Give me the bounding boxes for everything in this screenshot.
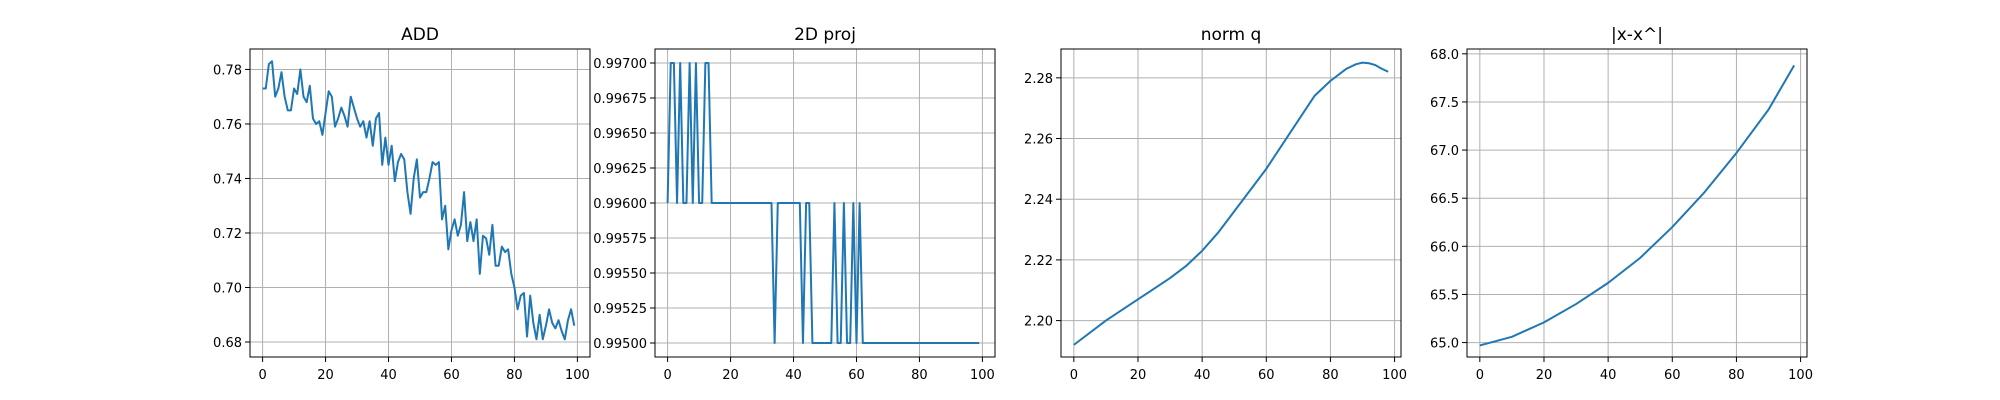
chart1-series-line-0 bbox=[262, 60, 576, 341]
chart1-ytick-label-5: 0.78 bbox=[213, 63, 242, 78]
chart3-xtick-label-5: 100 bbox=[1382, 368, 1407, 383]
chart3-ytick-label-2: 2.24 bbox=[1024, 193, 1053, 208]
chart1-ytick-label-4: 0.76 bbox=[213, 118, 242, 133]
chart2-ytick-label-7: 0.99675 bbox=[593, 92, 647, 107]
chart1-ytick-label-0: 0.68 bbox=[213, 336, 242, 351]
chart2-xtick-label-2: 40 bbox=[785, 368, 802, 383]
chart1-xtick-label-1: 20 bbox=[317, 368, 334, 383]
chart4: 0 20 40 60 80 100 65.0 65.5 66.0 66.5 67.0 67.5 68.0… bbox=[1430, 25, 1813, 383]
chart2-xtick-label-3: 60 bbox=[848, 368, 865, 383]
chart3-series-line-0 bbox=[1073, 61, 1389, 346]
chart2-ytick-label-3: 0.99575 bbox=[593, 232, 647, 247]
chart4-ytick-label-5: 67.5 bbox=[1430, 96, 1459, 111]
chart4-xtick-label-3: 60 bbox=[1664, 368, 1681, 383]
chart2-title: 2D proj bbox=[794, 25, 856, 45]
chart4-ytick-label-6: 68.0 bbox=[1430, 48, 1459, 63]
chart1-xtick-label-0: 0 bbox=[258, 368, 266, 383]
chart4-xtick-label-0: 0 bbox=[1476, 368, 1484, 383]
chart1-title: ADD bbox=[401, 25, 439, 45]
chart2-xtick-label-4: 80 bbox=[911, 368, 928, 383]
chart4-series-line-0 bbox=[1479, 64, 1796, 347]
chart1: 0 20 40 60 80 100 0.68 0.70 0.72 0.74 0.76 0.78 ADD bbox=[213, 25, 591, 383]
chart3-ytick-label-0: 2.20 bbox=[1024, 315, 1053, 330]
chart4-ytick-label-4: 67.0 bbox=[1430, 144, 1459, 159]
chart4-title: |x-x^| bbox=[1611, 25, 1663, 45]
chart4-ytick-label-1: 65.5 bbox=[1430, 288, 1459, 303]
chart2-ytick-label-4: 0.99600 bbox=[593, 197, 647, 212]
chart1-ytick-label-1: 0.70 bbox=[213, 281, 242, 296]
chart1-axes-frame bbox=[249, 48, 591, 358]
chart3-xtick-label-2: 40 bbox=[1194, 368, 1211, 383]
chart3-xtick-label-1: 20 bbox=[1130, 368, 1147, 383]
chart3-ytick-label-1: 2.22 bbox=[1024, 254, 1053, 269]
chart2-ytick-label-8: 0.99700 bbox=[593, 57, 647, 72]
chart3-title: norm q bbox=[1201, 25, 1262, 45]
chart2-xtick-label-0: 0 bbox=[663, 368, 671, 383]
chart3-axes-frame bbox=[1060, 48, 1402, 358]
chart1-xtick-label-5: 100 bbox=[565, 368, 590, 383]
chart2: 0 20 40 60 80 100 0.99500 0.99525 0.99550 0.99575… bbox=[593, 25, 996, 383]
chart1-xtick-label-3: 60 bbox=[443, 368, 460, 383]
chart4-xtick-label-5: 100 bbox=[1788, 368, 1813, 383]
chart3-ytick-label-4: 2.28 bbox=[1024, 72, 1053, 87]
chart3-xtick-label-3: 60 bbox=[1258, 368, 1275, 383]
chart4-xtick-label-1: 20 bbox=[1536, 368, 1553, 383]
chart4-ytick-label-3: 66.5 bbox=[1430, 192, 1459, 207]
chart1-xtick-label-2: 40 bbox=[380, 368, 397, 383]
chart3-ytick-label-3: 2.26 bbox=[1024, 133, 1053, 148]
chart2-series-line-0 bbox=[666, 62, 980, 344]
chart4-xtick-label-4: 80 bbox=[1728, 368, 1745, 383]
chart3: 0 20 40 60 80 100 2.20 2.22 2.24 2.26 2.28 norm q bbox=[1024, 25, 1407, 383]
chart1-xtick-label-4: 80 bbox=[506, 368, 523, 383]
chart2-ytick-label-5: 0.99625 bbox=[593, 162, 647, 177]
chart4-ytick-label-2: 66.0 bbox=[1430, 240, 1459, 255]
chart3-xtick-label-4: 80 bbox=[1322, 368, 1339, 383]
chart2-ytick-label-0: 0.99500 bbox=[593, 337, 647, 352]
chart2-ytick-label-1: 0.99525 bbox=[593, 302, 647, 317]
chart2-xtick-label-5: 100 bbox=[970, 368, 995, 383]
chart3-xtick-label-0: 0 bbox=[1070, 368, 1078, 383]
chart4-ytick-label-0: 65.0 bbox=[1430, 337, 1459, 352]
chart4-xtick-label-2: 40 bbox=[1600, 368, 1617, 383]
chart2-ytick-label-2: 0.99550 bbox=[593, 267, 647, 282]
chart2-ytick-label-6: 0.99650 bbox=[593, 127, 647, 142]
chart1-ytick-label-2: 0.72 bbox=[213, 227, 242, 242]
chart4-axes-frame bbox=[1466, 48, 1808, 358]
chart2-xtick-label-1: 20 bbox=[722, 368, 739, 383]
chart1-ytick-label-3: 0.74 bbox=[213, 172, 242, 187]
